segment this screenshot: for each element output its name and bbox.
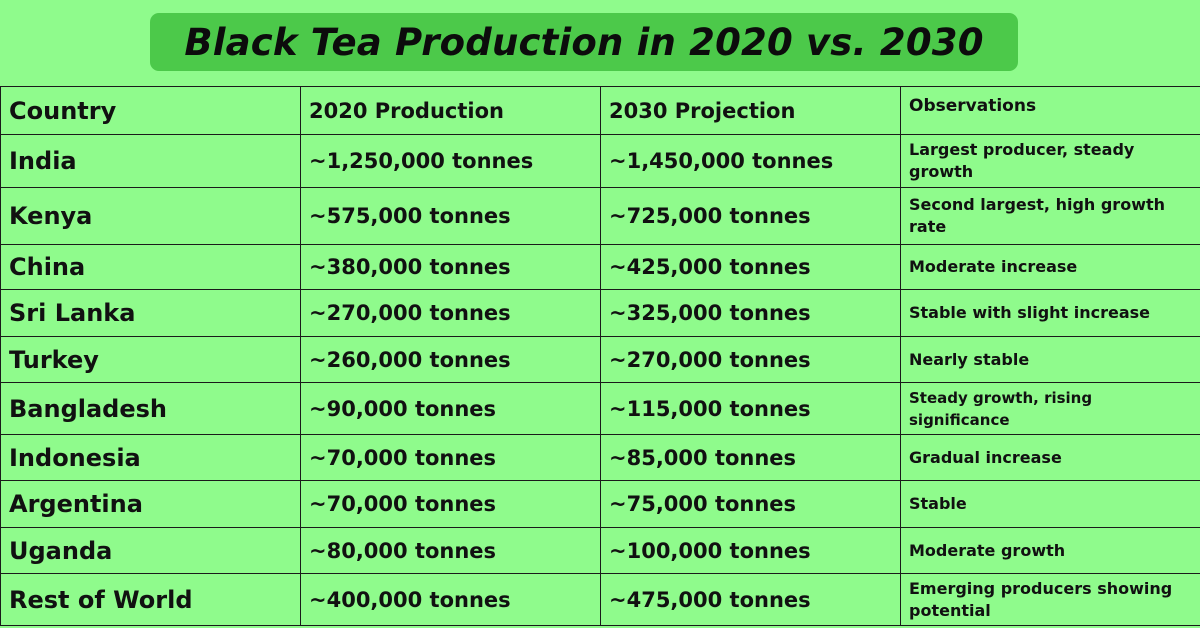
header-row: Country 2020 Production 2030 Projection … — [0, 86, 1200, 135]
cell-2020: ~400,000 tonnes — [300, 573, 601, 626]
header-country: Country — [0, 86, 301, 135]
production-table: Country 2020 Production 2030 Projection … — [0, 86, 1200, 626]
cell-country: Kenya — [0, 187, 301, 245]
header-2020: 2020 Production — [300, 86, 601, 135]
cell-2020: ~270,000 tonnes — [300, 289, 601, 337]
table-row: Turkey ~260,000 tonnes ~270,000 tonnes N… — [0, 336, 1200, 383]
cell-2030: ~85,000 tonnes — [600, 434, 901, 481]
cell-observation: Emerging producers showing potential — [900, 573, 1200, 626]
table-row: Uganda ~80,000 tonnes ~100,000 tonnes Mo… — [0, 527, 1200, 574]
cell-2020: ~80,000 tonnes — [300, 527, 601, 574]
cell-2020: ~1,250,000 tonnes — [300, 134, 601, 188]
table-row: Kenya ~575,000 tonnes ~725,000 tonnes Se… — [0, 187, 1200, 245]
page-title: Black Tea Production in 2020 vs. 2030 — [184, 20, 984, 64]
header-observations: Observations — [900, 86, 1200, 135]
cell-2030: ~325,000 tonnes — [600, 289, 901, 337]
cell-observation: Stable — [900, 480, 1200, 528]
cell-2020: ~70,000 tonnes — [300, 434, 601, 481]
cell-observation: Moderate growth — [900, 527, 1200, 574]
cell-2020: ~260,000 tonnes — [300, 336, 601, 383]
cell-2020: ~575,000 tonnes — [300, 187, 601, 245]
cell-2030: ~475,000 tonnes — [600, 573, 901, 626]
cell-observation: Steady growth, rising significance — [900, 382, 1200, 435]
cell-country: Uganda — [0, 527, 301, 574]
cell-observation: Moderate increase — [900, 244, 1200, 290]
cell-2030: ~725,000 tonnes — [600, 187, 901, 245]
cell-country: Turkey — [0, 336, 301, 383]
title-banner: Black Tea Production in 2020 vs. 2030 — [150, 13, 1018, 71]
cell-2030: ~270,000 tonnes — [600, 336, 901, 383]
table-row: Indonesia ~70,000 tonnes ~85,000 tonnes … — [0, 434, 1200, 481]
cell-country: Indonesia — [0, 434, 301, 481]
cell-country: China — [0, 244, 301, 290]
cell-observation: Nearly stable — [900, 336, 1200, 383]
table-row: Bangladesh ~90,000 tonnes ~115,000 tonne… — [0, 382, 1200, 435]
header-2030: 2030 Projection — [600, 86, 901, 135]
table-row: China ~380,000 tonnes ~425,000 tonnes Mo… — [0, 244, 1200, 290]
cell-observation: Stable with slight increase — [900, 289, 1200, 337]
cell-2020: ~380,000 tonnes — [300, 244, 601, 290]
cell-country: India — [0, 134, 301, 188]
cell-2030: ~100,000 tonnes — [600, 527, 901, 574]
cell-observation: Gradual increase — [900, 434, 1200, 481]
cell-2020: ~90,000 tonnes — [300, 382, 601, 435]
cell-country: Rest of World — [0, 573, 301, 626]
cell-2030: ~75,000 tonnes — [600, 480, 901, 528]
cell-2030: ~115,000 tonnes — [600, 382, 901, 435]
table-row: Sri Lanka ~270,000 tonnes ~325,000 tonne… — [0, 289, 1200, 337]
cell-country: Bangladesh — [0, 382, 301, 435]
cell-2030: ~1,450,000 tonnes — [600, 134, 901, 188]
cell-2030: ~425,000 tonnes — [600, 244, 901, 290]
cell-observation: Second largest, high growth rate — [900, 187, 1200, 245]
table-row: Rest of World ~400,000 tonnes ~475,000 t… — [0, 573, 1200, 626]
cell-2020: ~70,000 tonnes — [300, 480, 601, 528]
cell-observation: Largest producer, steady growth — [900, 134, 1200, 188]
cell-country: Argentina — [0, 480, 301, 528]
table-row: Argentina ~70,000 tonnes ~75,000 tonnes … — [0, 480, 1200, 528]
cell-country: Sri Lanka — [0, 289, 301, 337]
table-row: India ~1,250,000 tonnes ~1,450,000 tonne… — [0, 134, 1200, 188]
